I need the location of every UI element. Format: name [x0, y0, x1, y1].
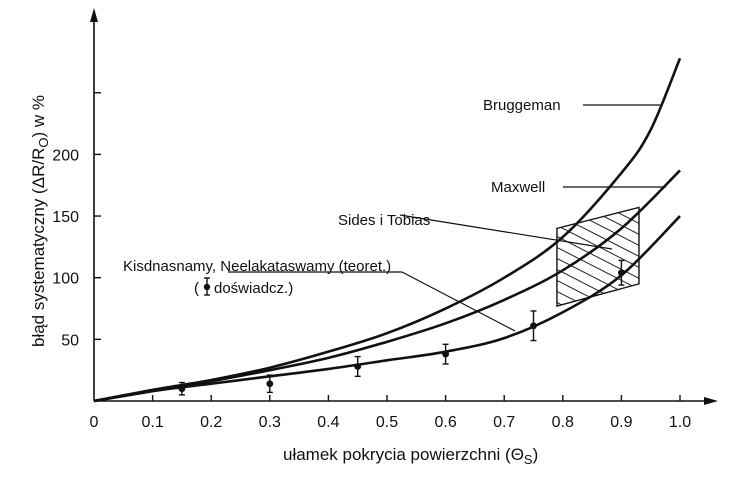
y-tick-label: 50	[61, 332, 79, 349]
x-axis-arrow	[704, 397, 718, 405]
hatch-line	[551, 321, 645, 369]
hatch-line	[556, 276, 639, 307]
hatch-line	[556, 232, 639, 282]
hatch-line	[551, 332, 645, 380]
region-hatch	[551, 207, 645, 402]
x-tick-label: 1.0	[669, 414, 691, 431]
label-experimental: doświadcz.)	[214, 280, 293, 297]
legend-errorbar-symbol	[203, 277, 211, 296]
sides-tobias-region	[551, 206, 645, 402]
data-point	[530, 322, 537, 330]
hatch-line	[551, 354, 645, 402]
x-tick-label: 0.7	[493, 414, 515, 431]
legend-point	[203, 283, 211, 291]
y-axis-title: błąd systematyczny (ΔR/RO) w %	[29, 95, 51, 347]
x-tick-label: 0.5	[376, 414, 398, 431]
x-tick-label: 0.2	[200, 414, 222, 431]
data-point	[442, 350, 449, 358]
series-lines	[93, 57, 682, 403]
data-point	[266, 380, 274, 388]
hatch-line	[556, 265, 639, 307]
hatch-line	[556, 207, 639, 227]
region-outline	[556, 206, 640, 307]
hatch-line	[556, 287, 639, 307]
series-line	[93, 169, 681, 403]
hatch-line	[551, 343, 645, 391]
label-bruggeman: Bruggeman	[483, 97, 561, 114]
x-tick-label: 0.9	[610, 414, 632, 431]
y-axis-arrow	[90, 8, 98, 22]
y-tick-label: 200	[52, 147, 79, 164]
label-sides-tobias: Sides i Tobias	[338, 212, 430, 229]
ticks: 0 0.1 0.2 0.3 0.4 0.5 0.6 0.7 0.8 0.9 1.0 50 100 150 2…	[52, 92, 691, 431]
data-point	[178, 385, 186, 393]
x-tick-label: 0.4	[317, 414, 339, 431]
label-maxwell: Maxwell	[491, 179, 545, 196]
leader-sides-tobias	[399, 214, 613, 250]
series-line	[93, 57, 682, 403]
y-tick-label: 100	[52, 271, 79, 288]
x-tick-label: 0.3	[259, 414, 281, 431]
label-experimental-open: (	[194, 280, 199, 297]
x-tick-label: 0	[90, 414, 99, 431]
hatch-line	[556, 298, 639, 307]
data-point	[618, 269, 625, 277]
x-tick-label: 0.6	[434, 414, 456, 431]
hatch-line	[556, 243, 639, 293]
hatch-line	[556, 254, 639, 304]
experimental-points	[178, 259, 625, 396]
hatch-line	[556, 207, 639, 238]
leader-kisdnasnamy-d	[401, 271, 516, 332]
label-leaders	[228, 104, 666, 332]
series-line	[93, 215, 681, 403]
x-tick-label: 0.1	[141, 414, 163, 431]
data-point	[354, 363, 362, 370]
x-tick-label: 0.8	[552, 414, 574, 431]
axes	[90, 8, 718, 405]
hatch-line	[551, 310, 645, 358]
y-tick-label: 150	[52, 209, 79, 226]
x-axis-title: ułamek pokrycia powierzchni (ΘS)	[283, 445, 538, 467]
label-kisdnasnamy: Kisdnasnamy, Neelakataswamy (teoret.)	[123, 258, 391, 275]
